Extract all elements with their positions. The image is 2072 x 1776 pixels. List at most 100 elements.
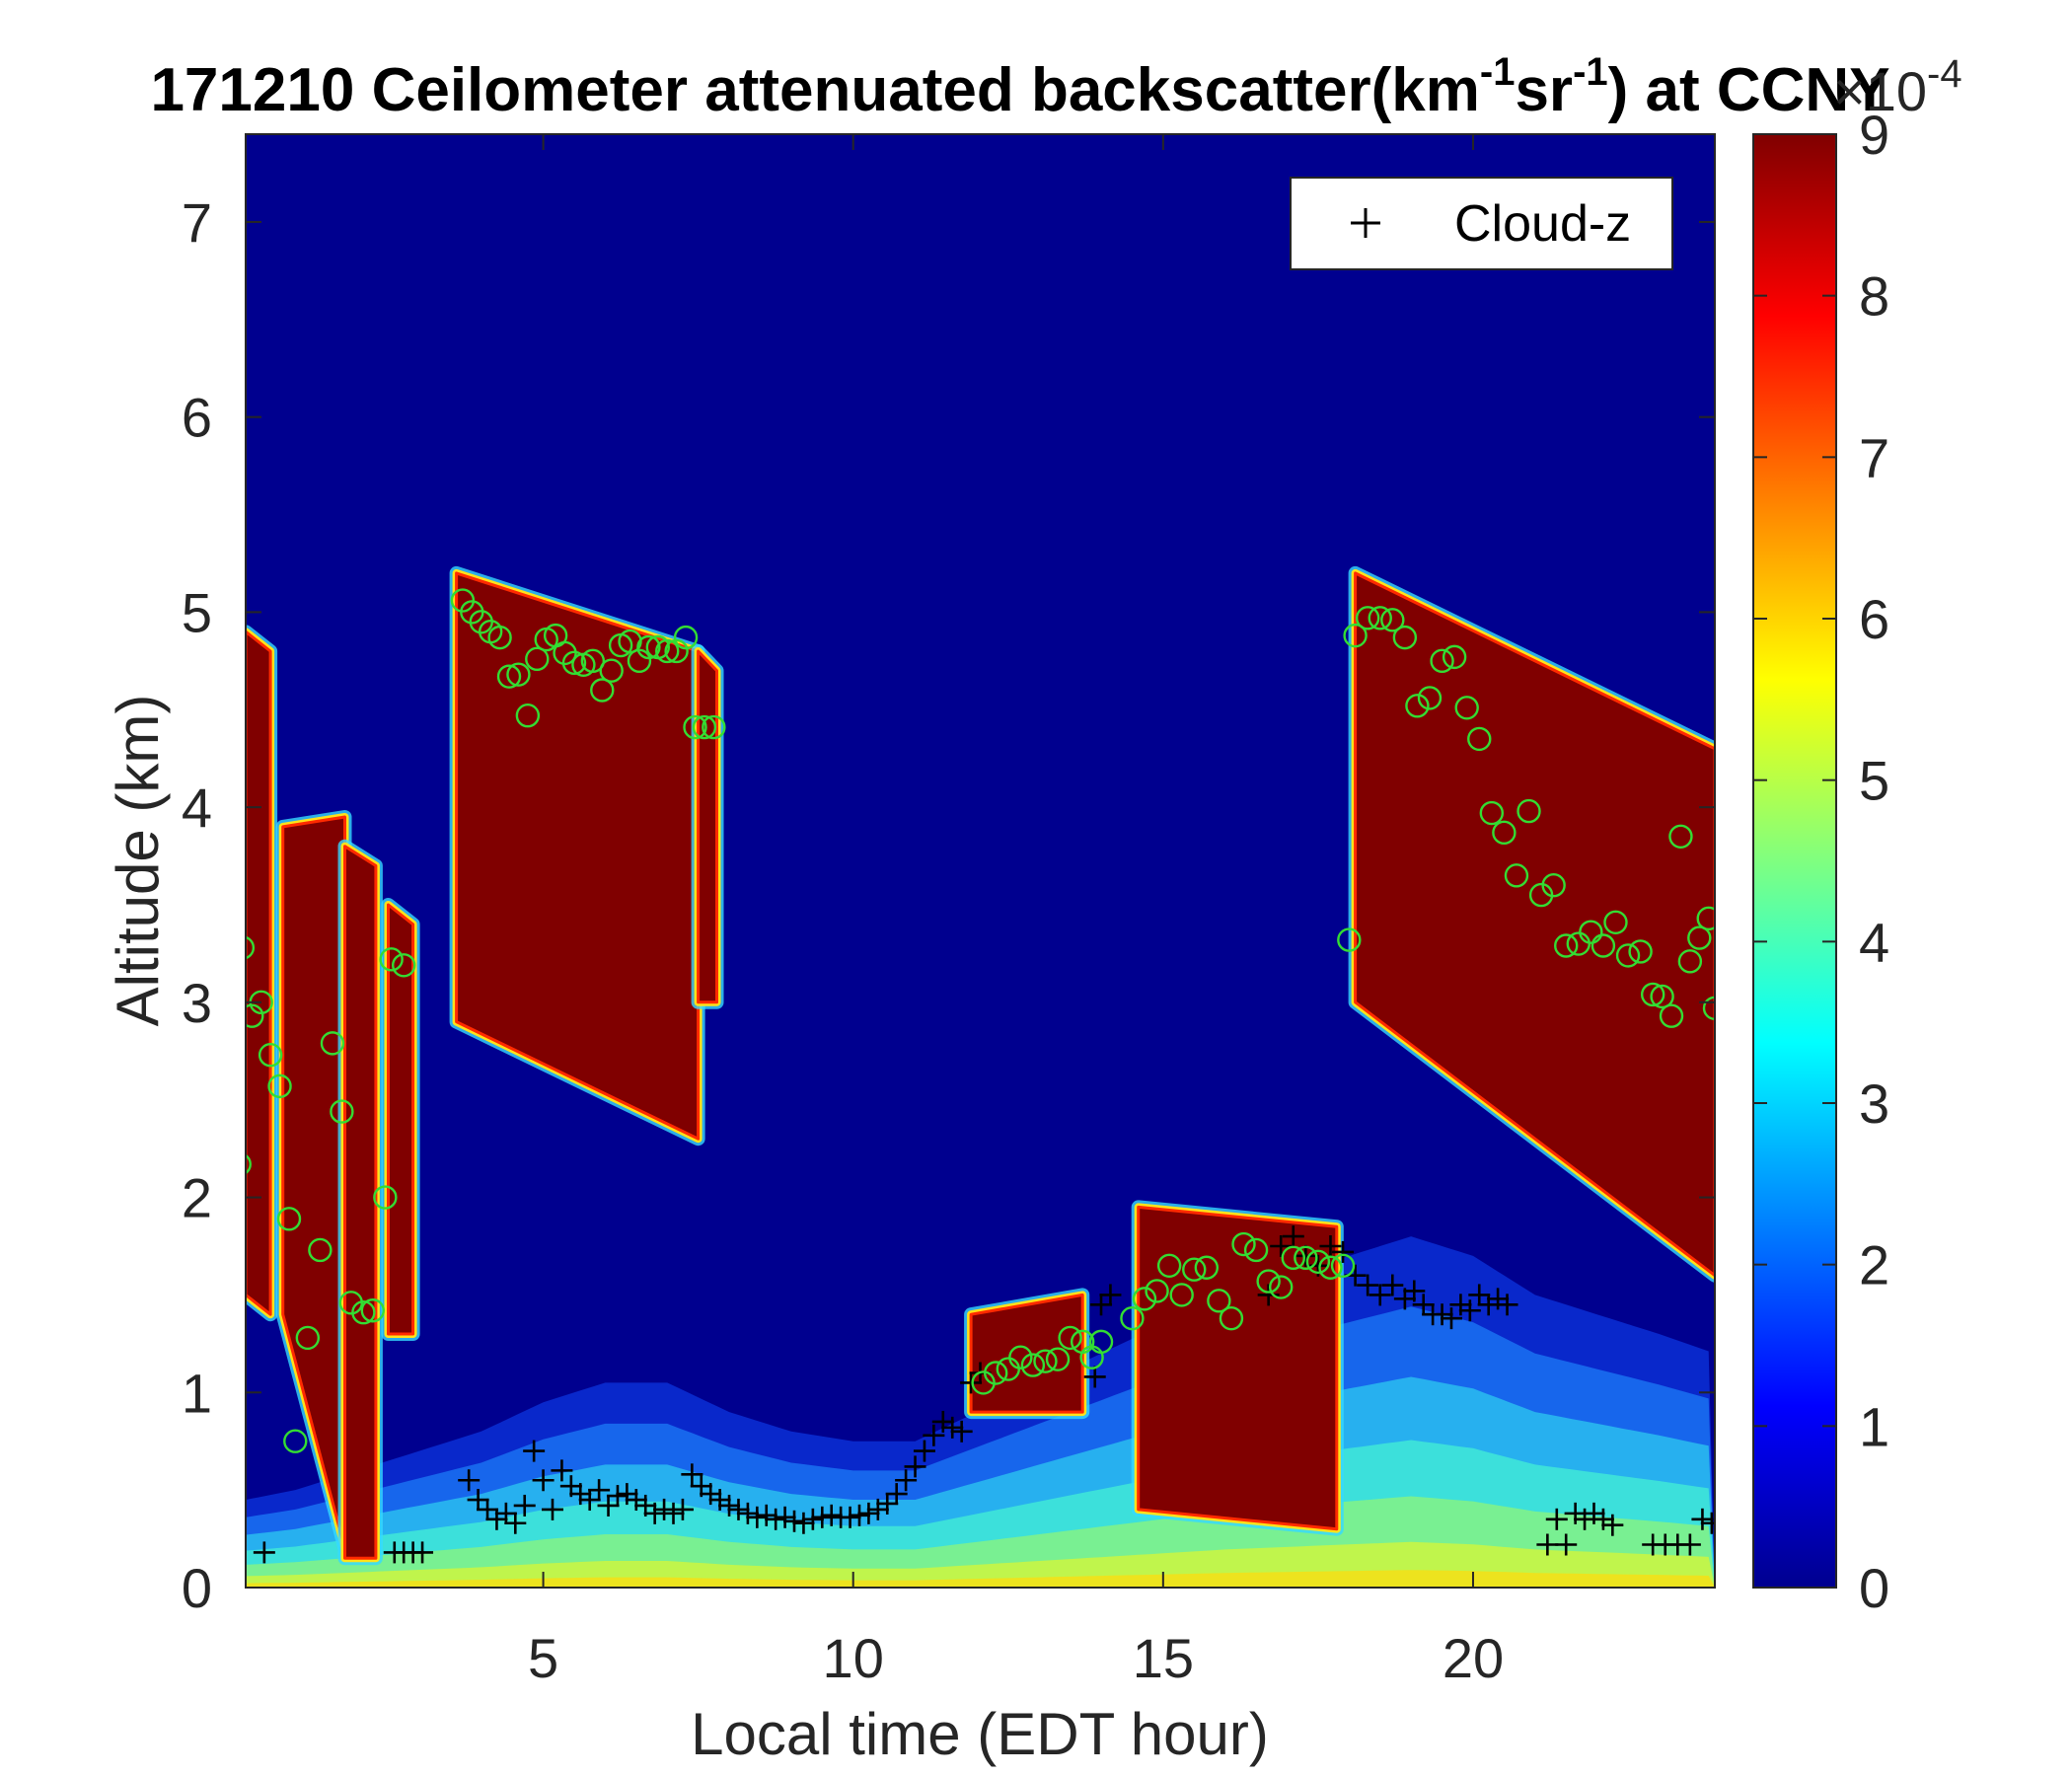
- layer-height-marker: [1088, 1329, 1114, 1355]
- layer-height-marker: [655, 638, 680, 664]
- cloud-z-marker: [1536, 1533, 1559, 1556]
- cloud-z-marker: [253, 1541, 275, 1564]
- layer-height-marker: [1305, 1249, 1331, 1275]
- cloud-z-marker: [931, 1410, 954, 1433]
- cloud-z-marker: [494, 1502, 517, 1524]
- layer-height-marker: [599, 658, 624, 683]
- cloud-z-marker: [866, 1498, 889, 1520]
- layer-height-marker: [1045, 1347, 1071, 1371]
- y-tick-label: 6: [182, 387, 212, 449]
- colorbar-tick-label: 2: [1859, 1234, 1889, 1296]
- cloud-z-marker: [708, 1489, 731, 1512]
- layer-height-marker: [561, 650, 587, 676]
- cloud-z-marker: [477, 1498, 499, 1520]
- layer-height-marker: [276, 1207, 302, 1231]
- x-tick-label: 10: [823, 1627, 884, 1689]
- cloud-z-marker: [1257, 1284, 1280, 1306]
- layer-height-marker: [283, 1429, 308, 1453]
- layer-height-marker: [373, 1185, 398, 1210]
- cloud-z-marker: [783, 1510, 806, 1532]
- layer-height-marker: [1156, 1253, 1182, 1278]
- cloud-z-marker: [1295, 1244, 1317, 1267]
- cloud-z-marker: [1369, 1284, 1391, 1306]
- cloud-z-marker: [1458, 1299, 1481, 1322]
- layer-height-marker: [1343, 623, 1368, 648]
- cloud-layer: [1137, 1205, 1339, 1531]
- colorbar-tick-label: 8: [1859, 265, 1889, 328]
- x-tick-label: 15: [1133, 1627, 1194, 1689]
- cloud-z-marker: [746, 1506, 769, 1528]
- cloud-layer: [697, 649, 718, 1004]
- layer-height-marker: [1591, 933, 1616, 958]
- cloud-z-marker: [523, 1440, 546, 1462]
- cloud-z-marker: [1564, 1502, 1587, 1524]
- layer-height-marker: [1120, 1305, 1145, 1331]
- layer-height-marker: [1579, 920, 1603, 944]
- x-tick-label: 20: [1443, 1627, 1504, 1689]
- title-part-2: sr: [1515, 56, 1573, 124]
- cloud-z-marker: [1381, 1274, 1404, 1296]
- layer-height-marker: [1696, 906, 1715, 931]
- colorbar-tick-label: 1: [1859, 1395, 1889, 1457]
- cloud-z-marker: [616, 1483, 638, 1506]
- layer-height-marker: [702, 714, 726, 740]
- layer-height-marker: [1442, 644, 1467, 670]
- cloud-z-marker: [662, 1502, 685, 1524]
- cloud-z-marker: [1440, 1307, 1462, 1330]
- layer-height-marker: [1355, 606, 1380, 630]
- layer-height-marker: [1182, 1257, 1207, 1282]
- layer-height-marker: [1008, 1345, 1033, 1369]
- layer-height-marker: [1058, 1325, 1082, 1351]
- chart-title: 171210 Ceilometer attenuated backscatter…: [150, 50, 1889, 124]
- layer-height-marker: [1479, 800, 1505, 826]
- title-part-3: ) at CCNY: [1608, 56, 1890, 124]
- layer-height-marker: [1628, 939, 1653, 964]
- layer-height-marker: [673, 625, 699, 650]
- cloud-z-marker: [1678, 1533, 1701, 1556]
- layer-height-marker: [1368, 606, 1392, 630]
- layer-height-marker: [1194, 1255, 1220, 1280]
- cloud-z-marker: [1555, 1533, 1578, 1556]
- layer-height-marker: [1169, 1283, 1194, 1307]
- layer-height-marker: [1380, 608, 1405, 632]
- legend-box: [1290, 177, 1673, 270]
- cloud-z-marker: [876, 1492, 899, 1515]
- x-tick-label: 5: [528, 1627, 558, 1689]
- cloud-z-marker: [1477, 1294, 1500, 1316]
- plot-area: [245, 133, 1716, 1589]
- cloud-z-marker: [1282, 1225, 1304, 1248]
- cloud-z-marker: [1319, 1234, 1342, 1257]
- cloud-z-marker: [1601, 1514, 1624, 1536]
- layer-height-marker: [308, 1237, 333, 1263]
- cloud-z-marker: [774, 1506, 796, 1528]
- cloud-z-marker: [727, 1498, 750, 1520]
- cloud-z-marker: [904, 1455, 926, 1478]
- layer-height-marker: [360, 1298, 385, 1323]
- colorbar-tick-label: 0: [1859, 1557, 1889, 1619]
- layer-height-marker: [1231, 1231, 1256, 1257]
- cloud-layer: [1354, 571, 1715, 1278]
- layer-height-marker: [1337, 927, 1362, 952]
- cloud-z-marker: [801, 1508, 824, 1530]
- cloud-z-marker: [1449, 1294, 1472, 1316]
- layer-height-marker: [258, 1043, 283, 1068]
- colorbar-gradient: [1752, 133, 1837, 1589]
- layer-height-marker: [1392, 625, 1418, 650]
- cloud-z-marker: [857, 1502, 880, 1524]
- layer-height-marker: [320, 1031, 345, 1056]
- layer-height-marker: [1467, 726, 1492, 752]
- layer-height-marker: [1517, 798, 1541, 824]
- cloud-z-marker: [1468, 1284, 1491, 1306]
- colorbar-tick-label: 6: [1859, 588, 1889, 650]
- cloud-z-marker: [606, 1485, 629, 1508]
- plot-frame: [245, 133, 1716, 1589]
- layer-height-marker: [692, 714, 717, 740]
- layer-height-marker: [1640, 982, 1665, 1007]
- layer-height-marker: [1702, 996, 1715, 1020]
- layer-height-marker: [515, 703, 541, 728]
- layer-height-marker: [330, 1099, 354, 1124]
- cloud-z-marker: [1431, 1303, 1453, 1326]
- cloud-z-marker: [736, 1502, 759, 1524]
- colorbar-exponent-base: ×10: [1833, 60, 1927, 122]
